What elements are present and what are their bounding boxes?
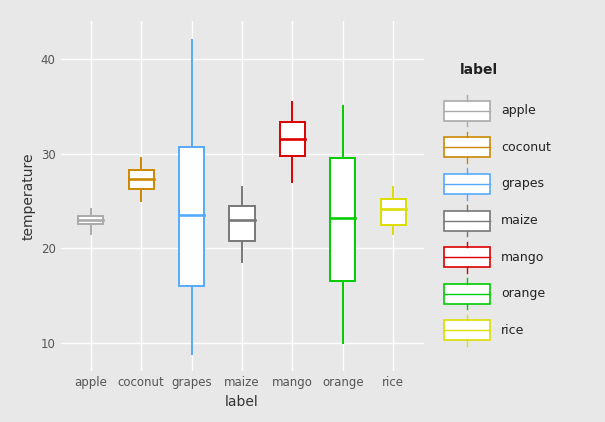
Text: orange: orange [501, 287, 545, 300]
Text: label: label [460, 63, 499, 77]
Bar [443, 137, 489, 157]
Bar [443, 174, 489, 194]
Bar [179, 147, 204, 286]
Bar [443, 101, 489, 121]
Text: coconut: coconut [501, 141, 551, 154]
Bar [443, 247, 489, 267]
X-axis label: label: label [225, 395, 259, 409]
Bar [229, 206, 255, 241]
Text: maize: maize [501, 214, 538, 227]
Bar [381, 199, 406, 225]
Text: grapes: grapes [501, 178, 544, 190]
Text: rice: rice [501, 324, 525, 337]
Text: mango: mango [501, 251, 544, 264]
FancyBboxPatch shape [436, 63, 599, 338]
Bar [330, 158, 356, 281]
Bar [443, 284, 489, 304]
Bar [443, 211, 489, 230]
Bar [128, 170, 154, 189]
Bar [280, 122, 305, 156]
Text: apple: apple [501, 104, 535, 117]
Bar [78, 216, 103, 224]
Y-axis label: temperature: temperature [21, 152, 35, 240]
Bar [443, 320, 489, 340]
